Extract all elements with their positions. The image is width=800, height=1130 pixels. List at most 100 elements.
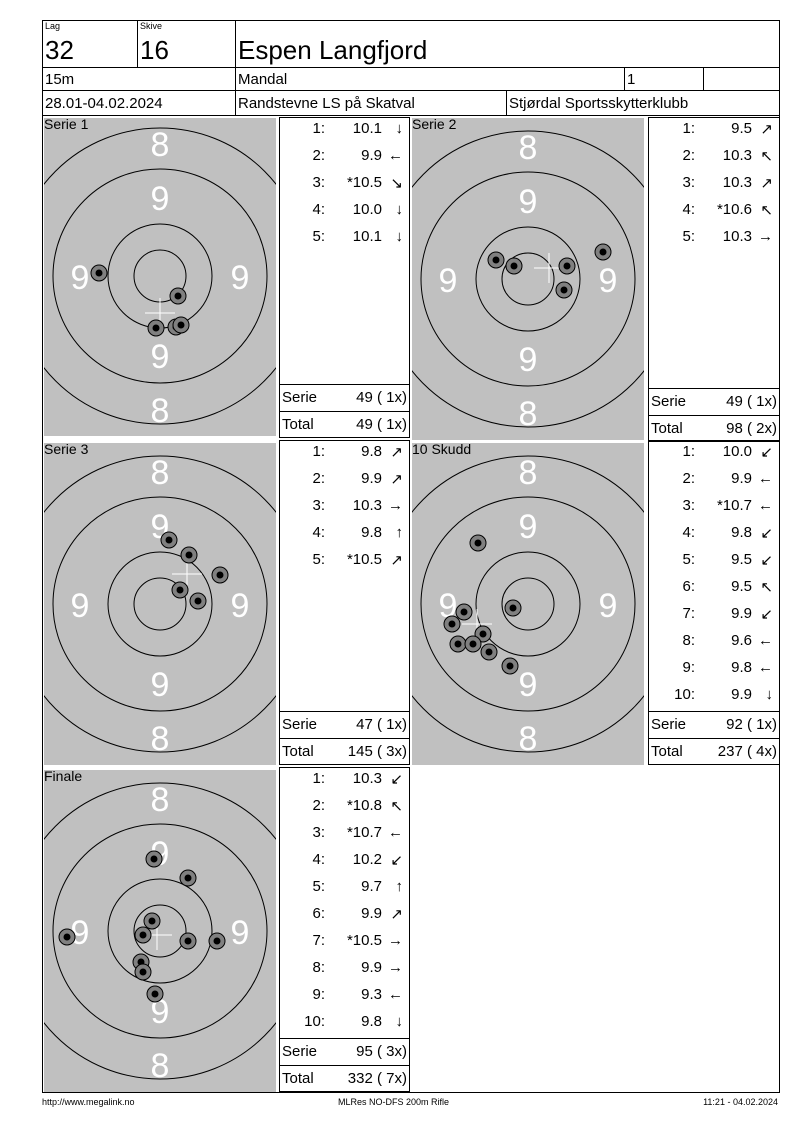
serie-score: 92 ( 1x) (726, 716, 777, 733)
ring-number: 8 (151, 1047, 170, 1085)
total-score: 237 ( 4x) (717, 743, 777, 760)
total-row: Total 98 ( 2x) (649, 415, 779, 442)
shot-hole (480, 643, 498, 661)
serie-label: Serie (282, 1043, 318, 1060)
ring (420, 171, 636, 387)
ring (52, 168, 268, 384)
panel-title: Serie 2 (412, 118, 457, 132)
ring-number: 9 (519, 341, 538, 379)
extra-cell (703, 67, 780, 91)
shot-value: 9.9 (361, 905, 382, 922)
shot-value: *10.5 (346, 551, 382, 568)
shot-number: 3: (682, 174, 695, 191)
shot-value: *10.8 (346, 797, 382, 814)
shot-number: 8: (312, 959, 325, 976)
shot-row: 3: 10.3 ↗ (649, 174, 779, 194)
ring (475, 226, 581, 332)
direction-arrow-icon: ← (758, 497, 773, 514)
direction-arrow-icon: ↓ (395, 228, 404, 245)
serie-row: Serie 49 ( 1x) (280, 384, 409, 411)
shot-value: 10.3 (352, 770, 382, 787)
direction-arrow-icon: ↗ (390, 552, 403, 569)
lag-label: Lag (45, 21, 61, 31)
direction-arrow-icon: ← (758, 659, 773, 676)
lag-cell: Lag 32 (42, 20, 138, 68)
shooter-name-cell: Espen Langfjord (235, 20, 780, 68)
shot-value: 10.0 (352, 201, 382, 218)
shot-value: 9.8 (731, 524, 752, 541)
total-label: Total (651, 743, 683, 760)
shot-row: 4: *10.6 ↖ (649, 201, 779, 221)
direction-arrow-icon: ↑ (395, 524, 404, 541)
ring-number: 9 (151, 993, 170, 1031)
shot-hole (443, 615, 461, 633)
shot-value: 9.9 (731, 470, 752, 487)
left-border (42, 115, 43, 1093)
target-2: 8 9 9 8 9 9 Serie 2 (412, 118, 644, 440)
ring (52, 496, 268, 712)
shot-number: 7: (682, 605, 695, 622)
footer-timestamp: 11:21 - 04.02.2024 (703, 1097, 778, 1107)
ring (133, 577, 187, 631)
shot-value: 9.9 (361, 470, 382, 487)
shot-hole (147, 319, 165, 337)
shot-number: 1: (682, 443, 695, 460)
shot-row: 6: 9.9 ↗ (280, 905, 409, 925)
shot-list-5: 1: 10.3 ↙ 2: *10.8 ↖ 3: *10.7 ← 4: 10.2 ↙ 5: 9.7 ↑ 6: 9.… (279, 767, 410, 1092)
shot-row: 2: 9.9 ← (280, 147, 409, 167)
direction-arrow-icon: ↖ (760, 202, 773, 219)
shot-hole (211, 566, 229, 584)
shot-hole (172, 316, 190, 334)
footer-software: MLRes NO-DFS 200m Rifle (338, 1097, 450, 1107)
shot-row: 4: 9.8 ↙ (649, 524, 779, 544)
ring-number: 9 (151, 180, 170, 218)
ring-number: 8 (519, 454, 538, 492)
footer-url[interactable]: http://www.megalink.no (42, 1097, 135, 1107)
shot-hole (504, 599, 522, 617)
shot-value: 9.6 (731, 632, 752, 649)
direction-arrow-icon: ↙ (390, 852, 403, 869)
shot-number: 2: (682, 147, 695, 164)
shot-hole (179, 932, 197, 950)
shot-hole (469, 534, 487, 552)
shot-row: 2: 10.3 ↖ (649, 147, 779, 167)
serie-row: Serie 47 ( 1x) (280, 711, 409, 738)
serie-row: Serie 49 ( 1x) (649, 388, 779, 415)
direction-arrow-icon: ↙ (760, 552, 773, 569)
serie-score: 47 ( 1x) (356, 716, 407, 733)
direction-arrow-icon: ↙ (760, 525, 773, 542)
ring (107, 551, 213, 657)
shot-hole (487, 251, 505, 269)
shot-number: 5: (312, 551, 325, 568)
shot-number: 6: (312, 905, 325, 922)
shot-row: 1: 10.1 ↓ (280, 120, 409, 140)
shot-number: 3: (312, 497, 325, 514)
shot-number: 2: (312, 147, 325, 164)
shot-row: 2: *10.8 ↖ (280, 797, 409, 817)
panel-title: Serie 3 (44, 443, 89, 457)
shot-value: *10.5 (346, 174, 382, 191)
shot-number: 7: (312, 932, 325, 949)
ring-number: 9 (71, 914, 90, 952)
panel-title: Serie 1 (44, 118, 89, 132)
target-5: 899899Finale (44, 770, 276, 1092)
target-4: 8 9 9 8 9 9 10 Skudd (412, 443, 644, 765)
ring-number: 9 (599, 587, 618, 625)
club: Mandal (235, 67, 625, 91)
ring (44, 782, 276, 1080)
total-label: Total (282, 416, 314, 433)
ring (501, 252, 555, 306)
ring (475, 551, 581, 657)
shot-number: 3: (312, 824, 325, 841)
shot-value: 9.5 (731, 551, 752, 568)
shot-row: 5: 9.5 ↙ (649, 551, 779, 571)
shot-row: 5: *10.5 ↗ (280, 551, 409, 571)
direction-arrow-icon: → (758, 228, 773, 245)
shot-number: 1: (312, 770, 325, 787)
direction-arrow-icon: ↗ (760, 121, 773, 138)
shot-row: 10: 9.9 ↓ (649, 686, 779, 706)
date: 28.01-04.02.2024 (42, 90, 236, 116)
direction-arrow-icon: ← (388, 147, 403, 164)
shot-hole (501, 657, 519, 675)
direction-arrow-icon: ↖ (760, 148, 773, 165)
